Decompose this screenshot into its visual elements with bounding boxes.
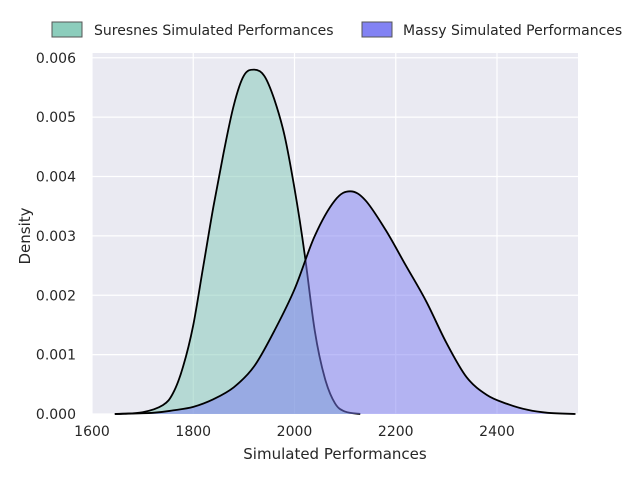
legend-swatch-massy xyxy=(361,21,393,38)
legend-label-suresnes: Suresnes Simulated Performances xyxy=(94,23,334,39)
x-tick-label-1600: 1600 xyxy=(74,424,110,440)
x-axis-label: Simulated Performances xyxy=(243,445,427,463)
y-tick-label-0.004: 0.004 xyxy=(36,170,76,186)
y-tick-label-0.005: 0.005 xyxy=(36,110,76,126)
x-tick-label-2400: 2400 xyxy=(479,424,515,440)
x-tick-label-2000: 2000 xyxy=(277,424,313,440)
legend: Suresnes Simulated Performances Massy Si… xyxy=(51,21,622,39)
y-tick-label-0.006: 0.006 xyxy=(36,51,76,67)
y-tick-label-0.003: 0.003 xyxy=(36,229,76,245)
x-tick-label-1800: 1800 xyxy=(175,424,211,440)
density-line-massy xyxy=(114,190,576,415)
y-tick-label-0.001: 0.001 xyxy=(36,348,76,364)
x-tick-label-2200: 2200 xyxy=(378,424,414,440)
y-tick-label-0.000: 0.000 xyxy=(36,407,76,423)
y-axis-label: Density xyxy=(16,207,34,264)
legend-swatch-suresnes xyxy=(51,21,83,38)
y-tick-label-0.002: 0.002 xyxy=(36,288,76,304)
legend-label-massy: Massy Simulated Performances xyxy=(403,23,622,39)
density-area-massy xyxy=(114,191,576,414)
